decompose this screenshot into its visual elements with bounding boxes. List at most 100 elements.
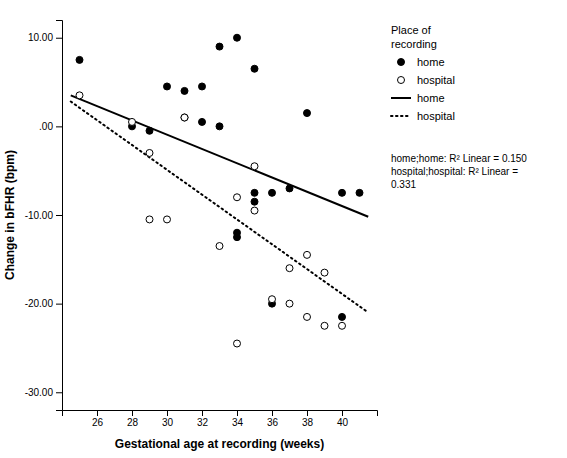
y-tick-mark [56, 38, 62, 39]
y-tick: -30.00 [25, 387, 62, 398]
x-tick-label: 40 [337, 417, 349, 428]
x-tick-label: 26 [92, 417, 104, 428]
y-tick: -20.00 [25, 298, 62, 309]
x-tick-label: 30 [162, 417, 174, 428]
point-series [76, 92, 346, 347]
marks [71, 34, 369, 347]
x-axis-line [63, 411, 378, 417]
point [181, 114, 188, 121]
legend: Place ofrecording home hospital home hospita… [391, 24, 455, 122]
legend-label: home [417, 92, 445, 104]
point [76, 56, 83, 63]
annotation: home;home: R² Linear = 0.150hospital;hos… [391, 153, 527, 190]
regression-line [71, 95, 369, 216]
legend-item: hospital [398, 74, 455, 86]
x-tick: 26 [92, 410, 104, 428]
y-tick-mark [56, 304, 62, 305]
legend-title: Place ofrecording [391, 24, 437, 50]
y-tick-mark [56, 392, 62, 393]
point [199, 83, 206, 90]
point [321, 322, 328, 329]
point [164, 216, 171, 223]
legend-swatch [398, 59, 405, 66]
point [76, 92, 83, 99]
y-tick-label: -10.00 [25, 210, 54, 221]
point [286, 265, 293, 272]
legend-item: hospital [391, 110, 455, 122]
x-tick: 34 [232, 410, 244, 428]
point [339, 189, 346, 196]
legend-label: hospital [417, 110, 455, 122]
point [234, 234, 241, 241]
x-tick: 38 [302, 410, 314, 428]
y-tick-label: 10.00 [28, 32, 53, 43]
point [286, 185, 293, 192]
point [286, 300, 293, 307]
x-tick-label: 34 [232, 417, 244, 428]
point [146, 149, 153, 156]
regression-line [71, 102, 369, 313]
point [304, 110, 311, 117]
x-tick: 36 [267, 410, 279, 428]
point [146, 127, 153, 134]
x-tick-mark [342, 410, 343, 416]
x-tick: 28 [127, 410, 139, 428]
point [304, 251, 311, 258]
chart: 26 28 30 32 34 36 38 40 -30.00 -20.00 -10.00 .00 10.… [0, 0, 567, 458]
point [339, 313, 346, 320]
x-tick-mark [167, 410, 168, 416]
legend-label: hospital [417, 74, 455, 86]
point [216, 123, 223, 130]
point [251, 198, 258, 205]
point [129, 118, 136, 125]
legend-label: home [417, 56, 445, 68]
y-axis-line [56, 21, 63, 411]
legend-item: home [398, 56, 445, 68]
x-tick-label: 32 [197, 417, 209, 428]
y-tick: .00 [39, 121, 62, 132]
point-series [76, 34, 363, 320]
y-tick-label: -20.00 [25, 298, 54, 309]
x-tick-mark [132, 410, 133, 416]
y-axis-title: Change in bFHR (bpm) [3, 150, 17, 280]
point [251, 189, 258, 196]
point [356, 189, 363, 196]
point [146, 216, 153, 223]
y-tick: -10.00 [25, 210, 62, 221]
point [251, 163, 258, 170]
x-tick-mark [307, 410, 308, 416]
point [216, 243, 223, 250]
y-axis: -30.00 -20.00 -10.00 .00 10.00 [25, 21, 63, 411]
x-tick-label: 38 [302, 417, 314, 428]
point [251, 207, 258, 214]
x-tick: 40 [337, 410, 349, 428]
x-tick-mark [97, 410, 98, 416]
legend-swatch [398, 77, 405, 84]
point [181, 87, 188, 94]
x-tick-mark [237, 410, 238, 416]
y-tick-mark [56, 126, 62, 127]
x-tick: 30 [162, 410, 174, 428]
point [181, 114, 188, 121]
x-axis: 26 28 30 32 34 36 38 40 [63, 410, 378, 428]
point [216, 43, 223, 50]
point [269, 189, 276, 196]
legend-swatch [391, 97, 411, 99]
point [251, 65, 258, 72]
point [234, 34, 241, 41]
x-tick-label: 28 [127, 417, 139, 428]
plot: 26 28 30 32 34 36 38 40 -30.00 -20.00 -10.00 .00 10.… [3, 21, 378, 452]
y-tick-label: -30.00 [25, 387, 54, 398]
point [339, 322, 346, 329]
legend-swatch [391, 115, 411, 117]
point [304, 313, 311, 320]
y-tick-mark [56, 215, 62, 216]
x-tick-mark [272, 410, 273, 416]
point [321, 269, 328, 276]
point [164, 83, 171, 90]
y-tick: 10.00 [28, 32, 62, 43]
point [234, 340, 241, 347]
x-tick-mark [202, 410, 203, 416]
x-tick: 32 [197, 410, 209, 428]
y-tick-label: .00 [39, 121, 53, 132]
